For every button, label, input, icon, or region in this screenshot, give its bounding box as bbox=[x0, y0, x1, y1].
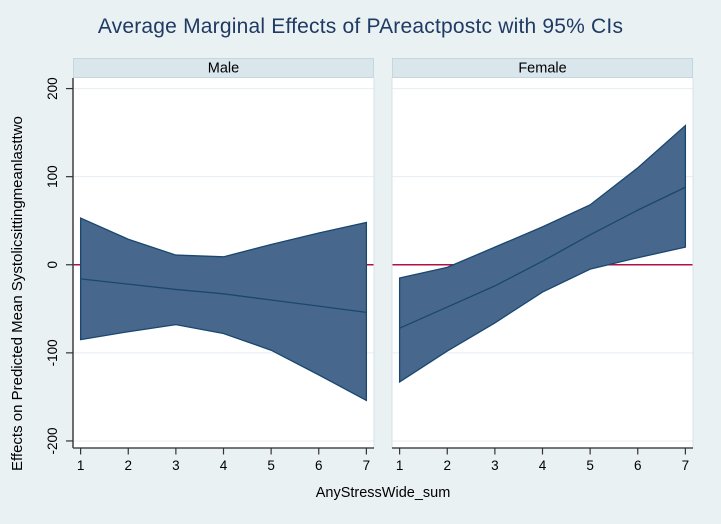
x-tick-label-female-4: 4 bbox=[539, 458, 547, 473]
x-tick-label-male-6: 6 bbox=[315, 458, 323, 473]
y-tick-label-200: 200 bbox=[45, 77, 60, 100]
panel-strip-label-female: Female bbox=[518, 61, 566, 77]
y-tick-label-100: 100 bbox=[45, 165, 60, 188]
x-tick-label-male-5: 5 bbox=[267, 458, 275, 473]
y-tick-label-0: 0 bbox=[45, 261, 60, 269]
effect-line-male bbox=[80, 278, 367, 313]
chart-title: Average Marginal Effects of PAreactpostc… bbox=[97, 15, 624, 38]
panel-strip-label-male: Male bbox=[208, 61, 239, 77]
x-tick-label-male-2: 2 bbox=[124, 458, 132, 473]
y-tick-label--200: -200 bbox=[45, 427, 60, 454]
ci-band-male bbox=[79, 217, 368, 402]
x-tick-label-female-5: 5 bbox=[586, 458, 594, 473]
effect-line-female bbox=[399, 186, 686, 329]
x-tick-label-male-7: 7 bbox=[363, 458, 371, 473]
x-tick-label-female-2: 2 bbox=[443, 458, 451, 473]
x-axis-label: AnyStressWide_sum bbox=[315, 485, 451, 501]
x-tick-label-female-1: 1 bbox=[396, 458, 404, 473]
x-tick-label-female-6: 6 bbox=[634, 458, 642, 473]
ci-band-female bbox=[398, 124, 687, 384]
panel-strip-female bbox=[392, 58, 693, 78]
y-tick-label--100: -100 bbox=[45, 339, 60, 366]
x-tick-label-male-1: 1 bbox=[77, 458, 85, 473]
panel-strip-male bbox=[73, 58, 374, 78]
x-tick-label-female-7: 7 bbox=[682, 458, 690, 473]
x-tick-label-male-4: 4 bbox=[220, 458, 228, 473]
x-tick-label-female-3: 3 bbox=[491, 458, 499, 473]
x-tick-label-male-3: 3 bbox=[172, 458, 180, 473]
